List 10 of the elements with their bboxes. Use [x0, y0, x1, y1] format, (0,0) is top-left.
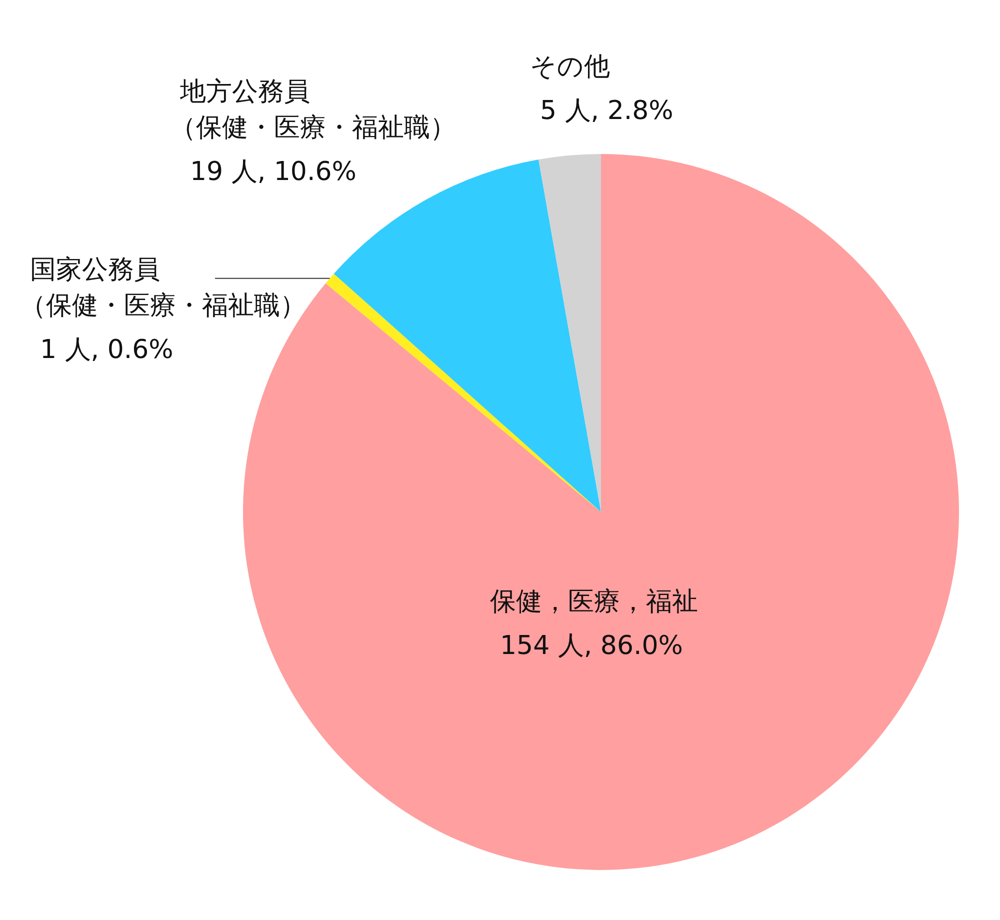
- slice-label: その他: [530, 52, 610, 82]
- data-label: 1 人, 0.6%: [40, 335, 174, 365]
- slice-label: 国家公務員（保健・医療・福祉職）: [20, 255, 306, 321]
- data-label: 5 人, 2.8%: [540, 96, 674, 126]
- data-label: 19 人, 10.6%: [190, 157, 356, 187]
- pie-slice: [538, 154, 601, 512]
- data-label: 154 人, 86.0%: [500, 631, 684, 661]
- slice-label: 保健，医療，福祉: [490, 587, 698, 617]
- pie-slice: [326, 274, 601, 512]
- slice-label: 地方公務員（保健・医療・福祉職）: [170, 77, 456, 143]
